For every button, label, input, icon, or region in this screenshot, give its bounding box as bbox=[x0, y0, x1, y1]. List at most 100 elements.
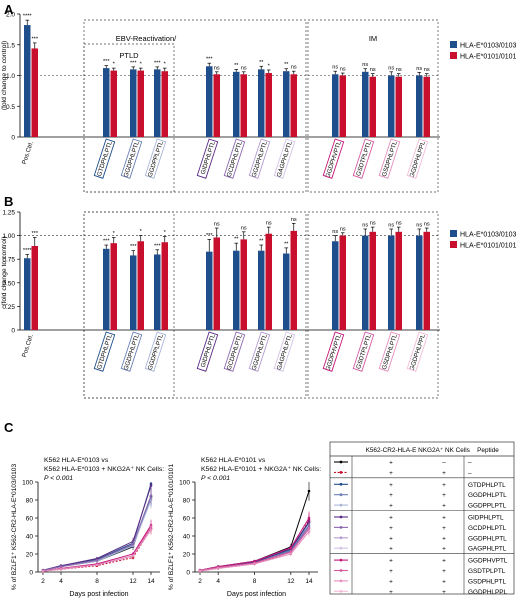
table-swatch-marker bbox=[339, 579, 343, 583]
peptide-box bbox=[322, 331, 345, 372]
chart-bzlf1-0101: K562 HLA-E*0101 vs K562 HLA-E*0101 + NKG2… bbox=[168, 457, 321, 598]
y-tick-label: 0 bbox=[186, 570, 190, 577]
box-im-a bbox=[307, 19, 439, 193]
table-cell: + bbox=[442, 503, 446, 510]
bar bbox=[233, 71, 240, 137]
y-tick-label: 1.25 bbox=[2, 210, 15, 217]
bar bbox=[31, 48, 38, 137]
bar bbox=[339, 75, 346, 137]
y-tick-label: 0 bbox=[11, 135, 15, 142]
peptide-box bbox=[248, 138, 271, 179]
peptide-box bbox=[273, 331, 296, 372]
box-im-b bbox=[307, 211, 439, 399]
peptide-box bbox=[120, 138, 143, 179]
peptide-box bbox=[378, 331, 401, 372]
bar bbox=[332, 241, 339, 330]
data-point bbox=[95, 563, 99, 567]
y-tick-label: 1.0 bbox=[6, 73, 15, 80]
data-point bbox=[59, 568, 63, 571]
table-cell: + bbox=[389, 503, 393, 510]
table-cell: GGDPHLPPL bbox=[468, 589, 508, 596]
chart-title: P < 0.001 bbox=[44, 475, 73, 482]
data-point bbox=[131, 554, 135, 558]
table-cell: + bbox=[389, 492, 393, 499]
significance-label: ns bbox=[340, 226, 346, 232]
bar bbox=[213, 74, 220, 137]
y-tick-label: 20 bbox=[183, 552, 191, 559]
peptide-box bbox=[223, 331, 246, 372]
table-cell: + bbox=[389, 589, 393, 596]
significance-label: ns bbox=[362, 62, 368, 68]
y-tick-label: 80 bbox=[26, 498, 34, 505]
table-swatch-marker bbox=[339, 503, 343, 507]
peptide-box bbox=[248, 331, 271, 372]
table-cell: + bbox=[442, 492, 446, 499]
table-swatch-marker bbox=[339, 515, 343, 519]
significance-label: ns bbox=[396, 67, 402, 73]
table-frame bbox=[329, 441, 515, 595]
y-tick-label: 40 bbox=[26, 534, 34, 541]
data-point bbox=[149, 528, 153, 531]
bar bbox=[369, 76, 376, 137]
chart-title: K562 HLA-E*0103 vs bbox=[44, 457, 109, 464]
bar bbox=[240, 74, 247, 137]
table-header: Peptide bbox=[477, 447, 499, 454]
significance-label: ns bbox=[370, 67, 376, 73]
peptide-box bbox=[144, 138, 167, 179]
panel-label-c: C bbox=[4, 420, 14, 435]
bar bbox=[103, 248, 110, 330]
significance-label: * bbox=[164, 230, 167, 236]
x-tick-label: 12 bbox=[129, 578, 137, 585]
significance-label: ns bbox=[291, 65, 297, 71]
table-swatch-marker bbox=[339, 493, 343, 497]
condition-table: K562-CR2-HLA-E NKG2A⁺ NK Cells Peptide + – – +… bbox=[329, 441, 515, 596]
table-swatch-marker bbox=[339, 558, 343, 562]
data-point bbox=[289, 552, 293, 556]
legend-label-blue-a: HLA-E*0103/0103 bbox=[460, 43, 517, 50]
table-cell: + bbox=[389, 546, 393, 553]
bar bbox=[423, 76, 430, 137]
significance-label: *** bbox=[31, 231, 38, 237]
significance-label: *** bbox=[206, 233, 213, 239]
table-cell: + bbox=[389, 558, 393, 565]
table-cell: + bbox=[442, 515, 446, 522]
table-swatch-marker bbox=[339, 471, 343, 474]
x-tick-label: 2 bbox=[198, 578, 202, 585]
table-cell: – bbox=[442, 460, 446, 467]
x-tick-label: 2 bbox=[41, 578, 45, 585]
y-tick-label: 100 bbox=[179, 480, 190, 487]
x-tick-label: 14 bbox=[305, 578, 313, 585]
bar bbox=[130, 255, 137, 330]
y-tick-label: 80 bbox=[183, 498, 191, 505]
data-point bbox=[307, 489, 311, 493]
y-axis-label-2: (fold change to control) bbox=[1, 236, 8, 306]
peptide-box bbox=[196, 138, 219, 179]
bar bbox=[362, 71, 369, 137]
significance-label: * bbox=[164, 62, 167, 68]
bar bbox=[258, 69, 265, 137]
bar bbox=[332, 74, 339, 137]
y-tick-label: 0.5 bbox=[6, 104, 15, 111]
bar bbox=[31, 245, 38, 330]
significance-label: *** bbox=[154, 60, 161, 66]
ptld-label-a: PTLD bbox=[119, 51, 139, 60]
legend-label-red-b: HLA-E*0101/0101 bbox=[460, 243, 517, 250]
significance-label: *** bbox=[130, 244, 137, 250]
x-tick-label: 14 bbox=[147, 578, 155, 585]
bar bbox=[423, 231, 430, 330]
bar bbox=[154, 69, 161, 137]
peptide-box bbox=[120, 331, 143, 372]
significance-label: ** bbox=[234, 63, 239, 69]
significance-label: *** bbox=[206, 57, 213, 63]
table-cell: + bbox=[389, 568, 393, 575]
table-cell: + bbox=[442, 470, 446, 477]
bar bbox=[290, 230, 297, 330]
significance-label: ** bbox=[234, 237, 239, 243]
y-tick-label: 20 bbox=[26, 552, 34, 559]
significance-label: ns bbox=[266, 221, 272, 227]
ptld-box-b bbox=[83, 211, 175, 399]
data-point bbox=[59, 565, 63, 568]
data-point bbox=[95, 559, 99, 562]
table-cell: + bbox=[389, 482, 393, 489]
data-point bbox=[131, 542, 135, 546]
